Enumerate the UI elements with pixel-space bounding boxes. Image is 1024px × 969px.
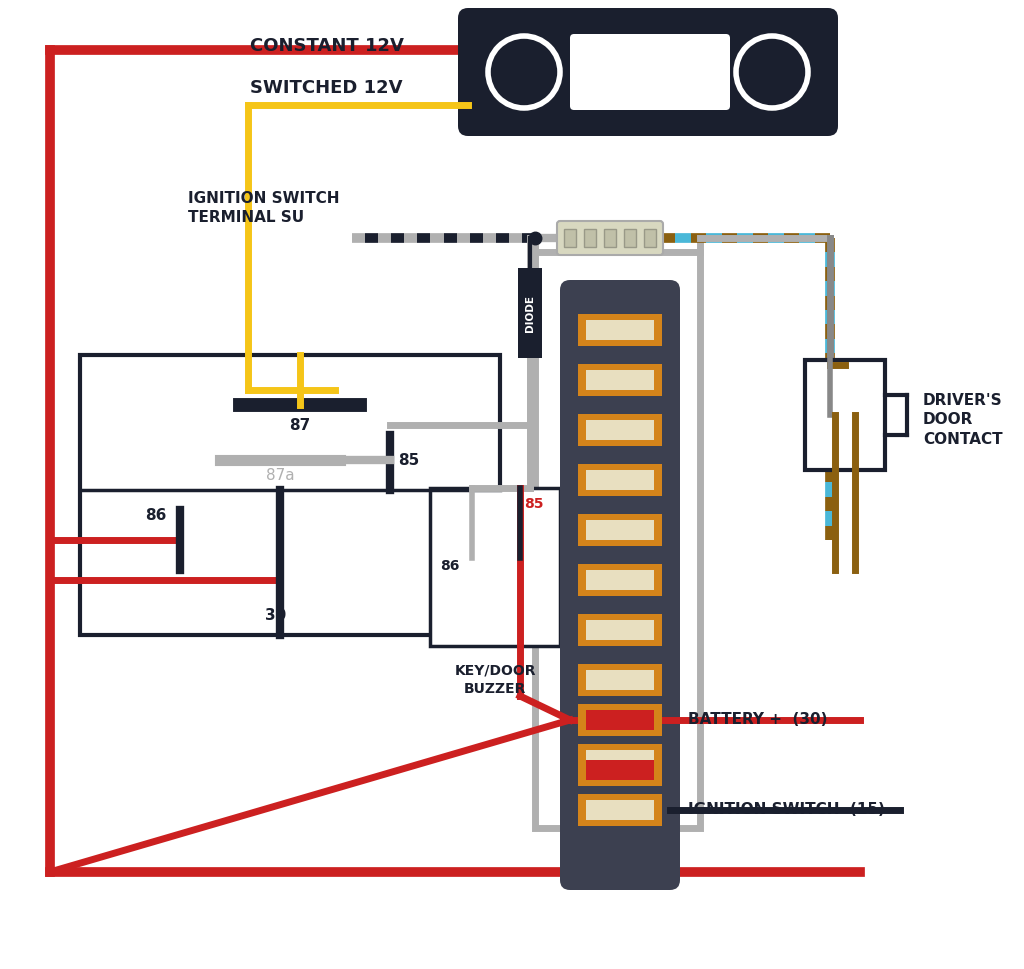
Bar — [578, 704, 662, 736]
Text: SWITCHED 12V: SWITCHED 12V — [250, 79, 402, 97]
Bar — [586, 570, 654, 590]
Bar — [430, 488, 560, 646]
FancyBboxPatch shape — [557, 221, 663, 255]
Bar — [578, 794, 662, 826]
Bar — [578, 514, 662, 546]
Text: IGNITION SWITCH
TERMINAL SU: IGNITION SWITCH TERMINAL SU — [188, 191, 340, 226]
FancyBboxPatch shape — [458, 8, 838, 136]
Bar — [535, 252, 700, 828]
Text: 85: 85 — [398, 453, 419, 468]
Bar — [586, 320, 654, 340]
Bar — [586, 800, 654, 820]
Text: IGNITION SWITCH  (15): IGNITION SWITCH (15) — [688, 802, 885, 818]
Bar — [624, 229, 636, 247]
Bar — [586, 670, 654, 690]
Text: 87a: 87a — [265, 468, 294, 483]
Bar — [586, 620, 654, 640]
Bar — [586, 760, 654, 780]
Text: CONSTANT 12V: CONSTANT 12V — [250, 37, 403, 55]
Bar — [586, 420, 654, 440]
Text: DIODE: DIODE — [525, 295, 535, 331]
Bar — [644, 229, 656, 247]
Bar — [578, 754, 662, 786]
FancyBboxPatch shape — [560, 280, 680, 890]
Text: 86: 86 — [145, 508, 166, 523]
Text: 87: 87 — [290, 418, 310, 433]
Bar — [564, 229, 575, 247]
Text: BATTERY +  (30): BATTERY + (30) — [688, 712, 827, 728]
Bar — [578, 464, 662, 496]
Text: 30: 30 — [265, 608, 287, 623]
Text: KEY/DOOR
BUZZER: KEY/DOOR BUZZER — [455, 664, 536, 697]
Bar — [578, 744, 662, 776]
Bar — [586, 370, 654, 390]
Bar — [578, 614, 662, 646]
Bar — [578, 364, 662, 396]
Bar — [80, 355, 500, 635]
Bar — [578, 314, 662, 346]
Bar — [586, 470, 654, 490]
Text: DRIVER'S
DOOR
CONTACT: DRIVER'S DOOR CONTACT — [923, 392, 1002, 448]
Bar — [584, 229, 596, 247]
Bar — [586, 520, 654, 540]
Text: 86: 86 — [440, 559, 460, 573]
Text: 85: 85 — [524, 497, 544, 511]
Bar — [586, 710, 654, 730]
Bar — [578, 664, 662, 696]
FancyBboxPatch shape — [570, 34, 730, 110]
Bar — [604, 229, 616, 247]
Bar — [586, 750, 654, 770]
Bar — [805, 360, 885, 470]
Bar — [518, 268, 542, 358]
Bar — [578, 564, 662, 596]
Bar — [578, 414, 662, 446]
